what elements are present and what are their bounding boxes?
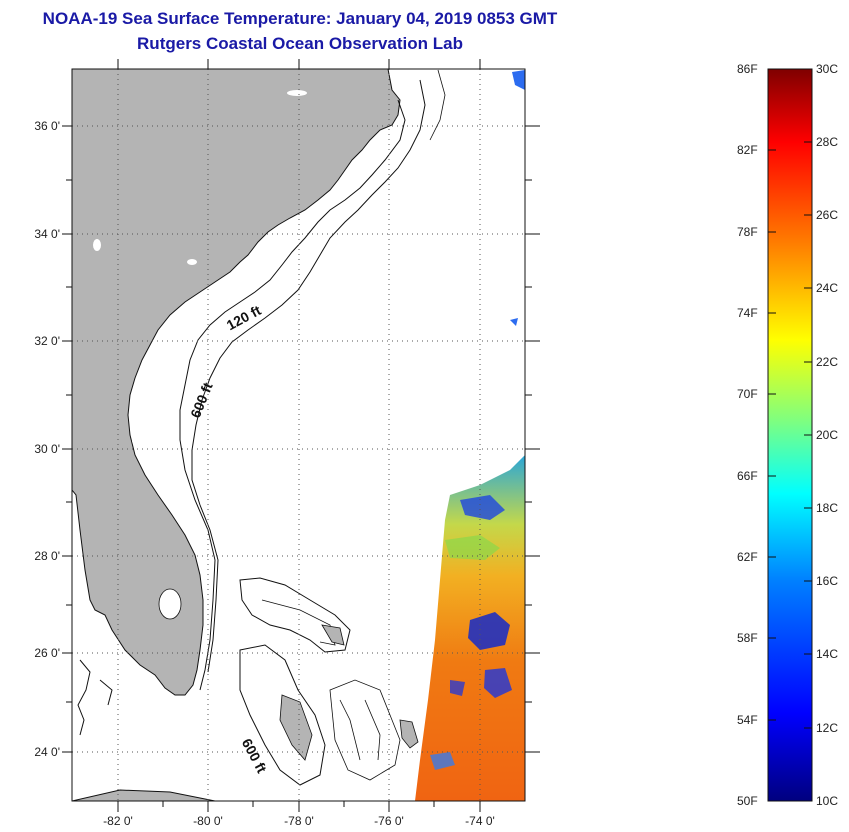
colorbar-label-f: 62F — [737, 550, 758, 564]
lake-okeechobee — [158, 588, 182, 620]
colorbar-label-c: 18C — [816, 501, 839, 515]
colorbar-label-c: 26C — [816, 208, 839, 222]
map-subtitle: Rutgers Coastal Ocean Observation Lab — [137, 34, 463, 53]
colorbar-label-c: 24C — [816, 281, 839, 295]
colorbar-label-f: 82F — [737, 143, 758, 157]
gridlines — [72, 69, 525, 801]
lat-label: 26 0' — [34, 646, 60, 660]
colorbar-label-c: 30C — [816, 62, 839, 76]
colorbar-label-c: 16C — [816, 574, 839, 588]
colorbar-label-c: 28C — [816, 135, 839, 149]
colorbar-label-c: 20C — [816, 428, 839, 442]
colorbar-label-f: 86F — [737, 62, 758, 76]
colorbar-label-c: 14C — [816, 647, 839, 661]
lat-label: 30 0' — [34, 442, 60, 456]
lon-label: -76 0' — [374, 814, 404, 828]
lon-label: -82 0' — [103, 814, 133, 828]
lon-label: -78 0' — [284, 814, 314, 828]
contour-600ft — [191, 79, 426, 673]
colorbar-label-c: 22C — [816, 355, 839, 369]
lon-label: -74 0' — [465, 814, 495, 828]
lat-label: 36 0' — [34, 119, 60, 133]
colorbar-label-f: 66F — [737, 469, 758, 483]
colorbar-label-f: 50F — [737, 794, 758, 808]
contour-120ft — [179, 99, 406, 691]
us-mainland — [72, 69, 401, 696]
lat-label: 32 0' — [34, 334, 60, 348]
map-title: NOAA-19 Sea Surface Temperature: January… — [42, 9, 558, 28]
lat-label: 28 0' — [34, 549, 60, 563]
axis-ticks — [62, 59, 540, 812]
bahamas-banks — [239, 577, 351, 653]
colorbar-label-f: 54F — [737, 713, 758, 727]
colorbar-label-f: 74F — [737, 306, 758, 320]
colorbar-ticks — [768, 68, 812, 729]
lat-label: 24 0' — [34, 745, 60, 759]
colorbar-label-c: 12C — [816, 721, 839, 735]
colorbar-label-f: 70F — [737, 387, 758, 401]
lat-label: 34 0' — [34, 227, 60, 241]
colorbar-label-f: 78F — [737, 225, 758, 239]
colorbar-label-f: 58F — [737, 631, 758, 645]
lon-label: -80 0' — [193, 814, 223, 828]
colorbar-label-c: 10C — [816, 794, 839, 808]
